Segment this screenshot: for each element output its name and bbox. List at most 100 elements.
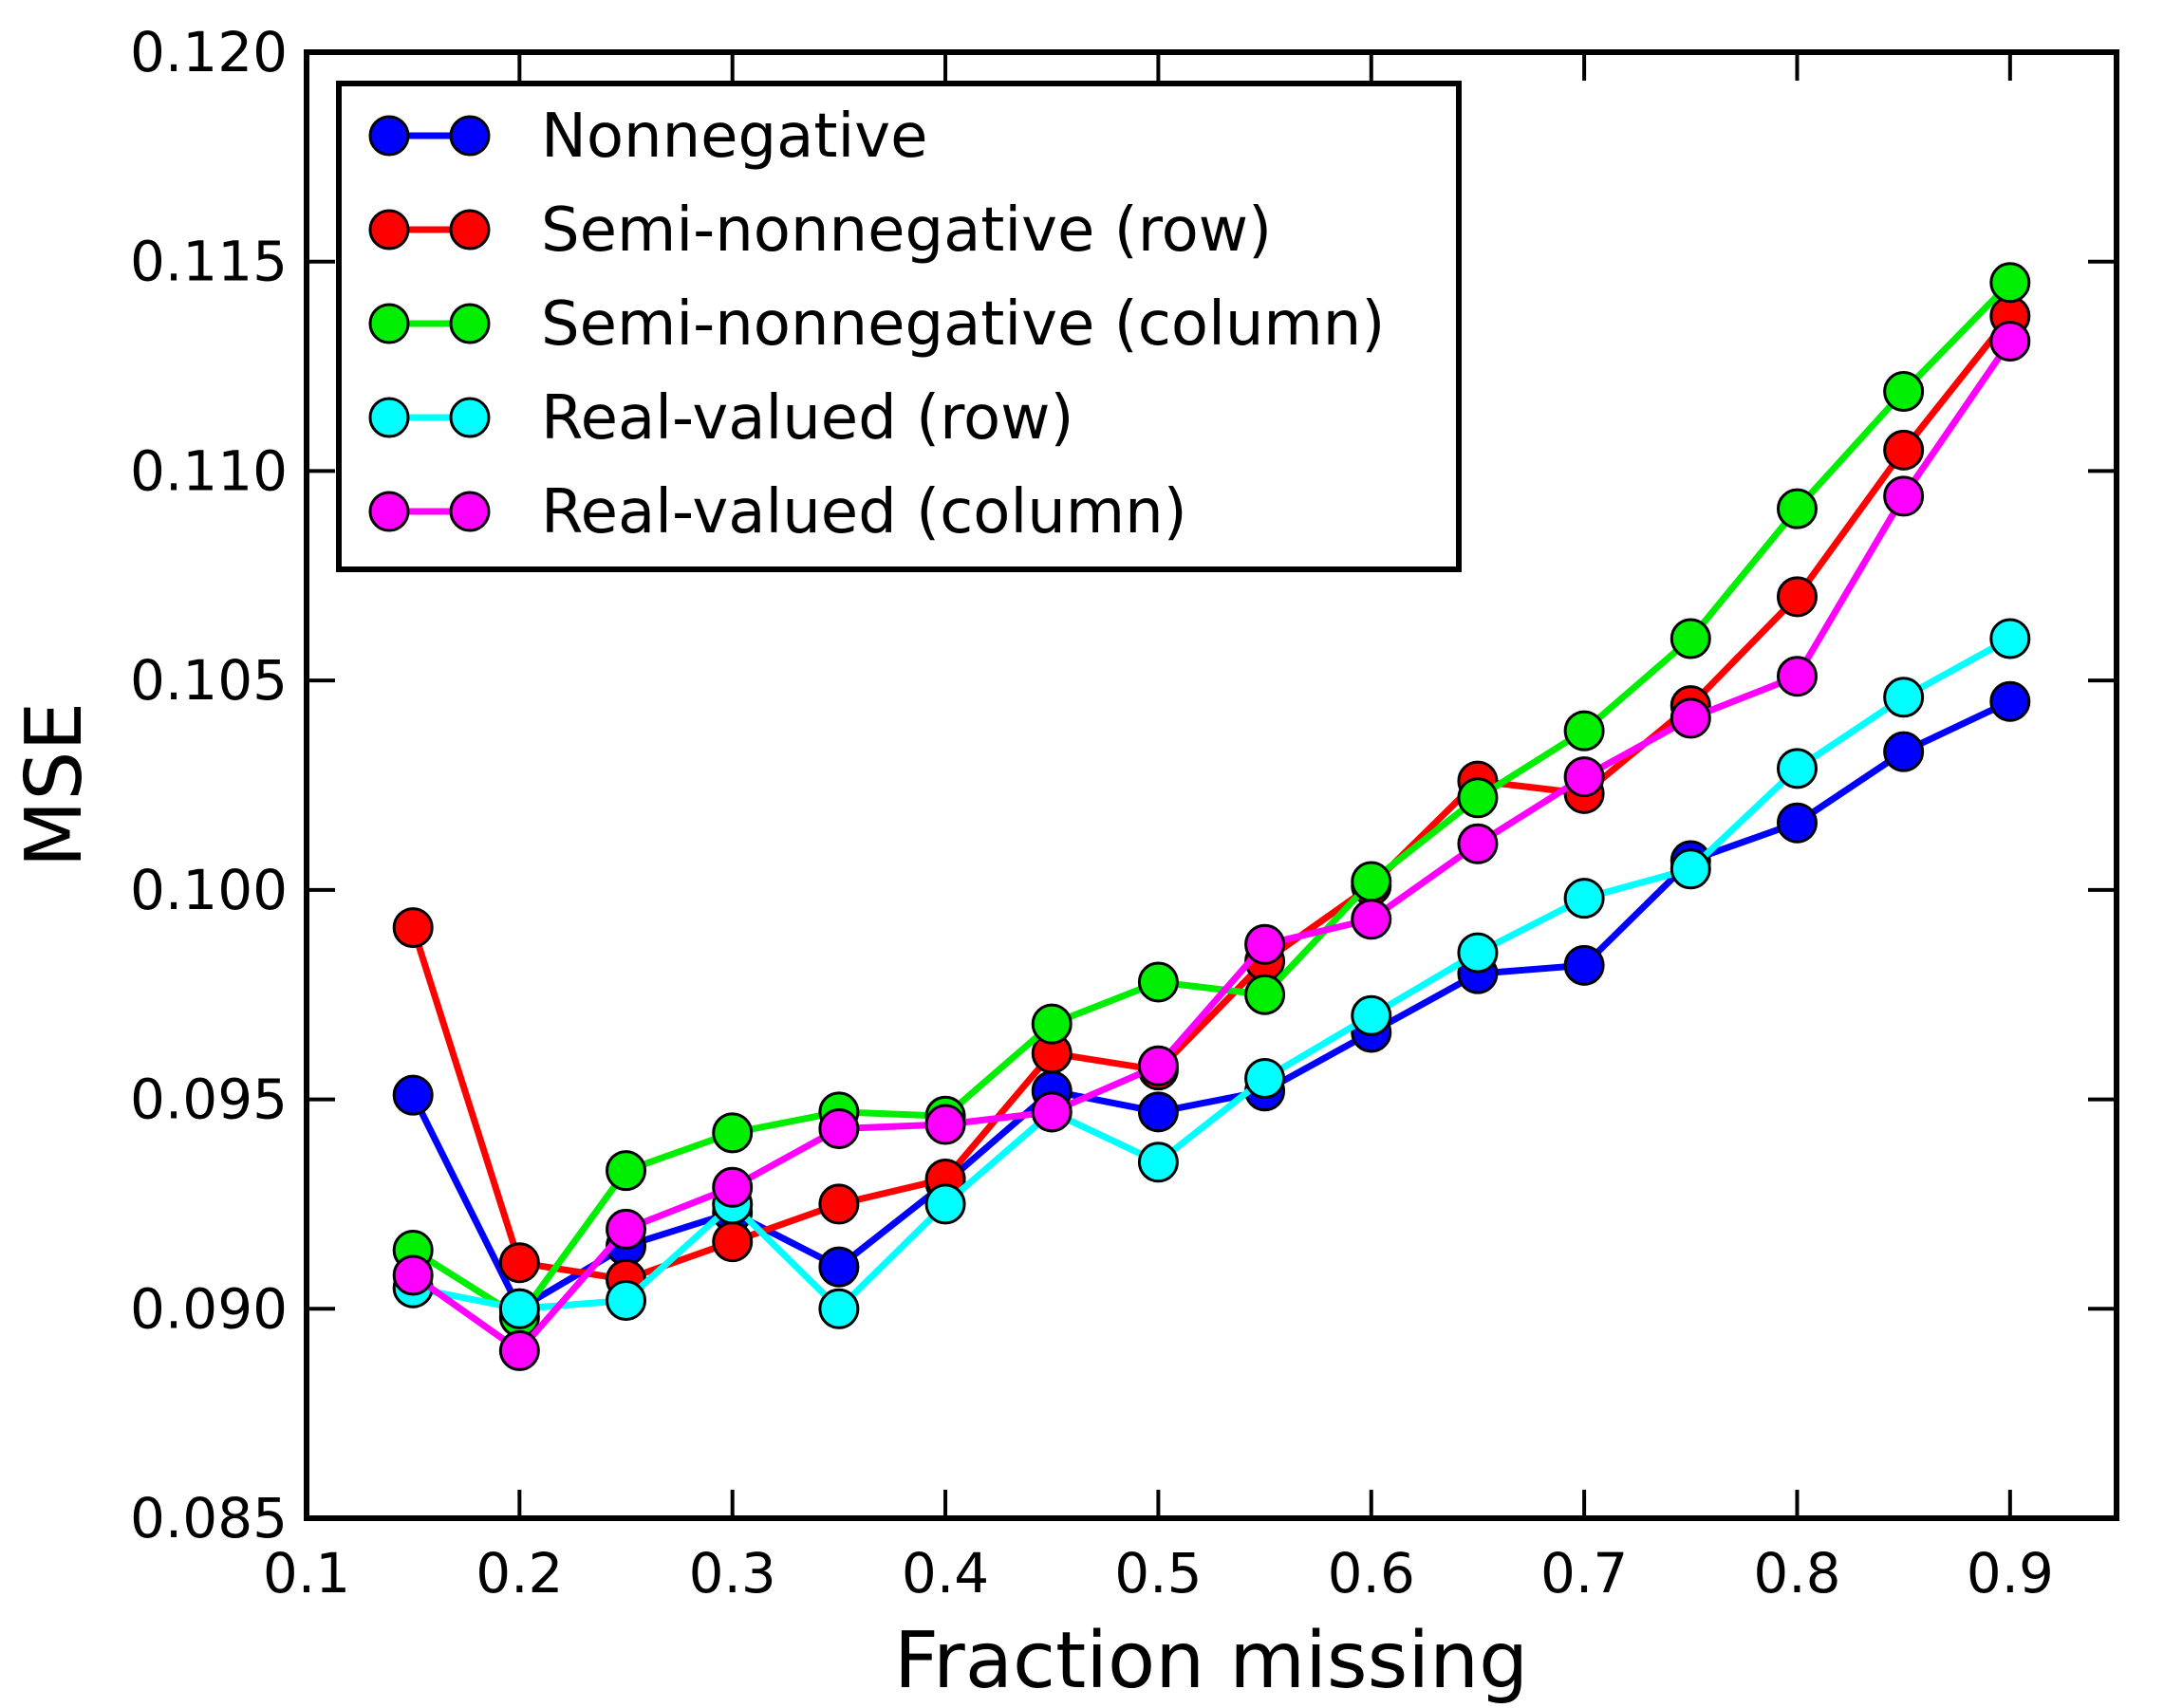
series-line (411, 280, 2013, 1321)
x-tick-label: 0.8 (1753, 1541, 1840, 1606)
data-point (1776, 656, 1818, 697)
data-point (1670, 848, 1711, 890)
legend-label: Nonnegative (541, 102, 928, 172)
x-tick-label: 0.4 (902, 1541, 989, 1606)
data-point (1563, 756, 1605, 798)
y-tick-label: 0.095 (130, 1068, 288, 1132)
data-point (1563, 710, 1605, 752)
legend-label: Semi-nonnegative (column) (541, 289, 1385, 360)
data-point (818, 1183, 860, 1225)
data-point (1989, 262, 2031, 304)
y-tick-label: 0.085 (130, 1486, 288, 1550)
y-tick-label: 0.090 (130, 1276, 288, 1341)
legend-swatch-marker (368, 397, 410, 438)
y-axis-title: MSE (9, 702, 100, 868)
y-tick-label: 0.120 (130, 20, 288, 84)
legend-label: Real-valued (column) (541, 477, 1187, 548)
series-2 (392, 262, 2031, 1338)
data-point (712, 1166, 754, 1208)
data-point (1563, 944, 1605, 986)
data-point (1670, 618, 1711, 659)
data-point (606, 1150, 647, 1192)
data-point (924, 1104, 966, 1145)
data-point (1457, 823, 1499, 864)
data-point (1670, 697, 1711, 739)
data-point (1137, 961, 1179, 1003)
data-point (818, 1107, 860, 1149)
legend-swatch-marker (368, 115, 410, 157)
data-point (1883, 475, 1925, 517)
legend-swatch-marker (449, 491, 491, 532)
x-tick-label: 0.9 (1967, 1541, 2054, 1606)
legend-swatch-marker (368, 209, 410, 251)
data-point (1883, 677, 1925, 718)
legend-swatch-marker (449, 303, 491, 344)
data-point (1137, 1045, 1179, 1086)
data-point (498, 1242, 540, 1284)
data-point (1351, 994, 1392, 1036)
legend-entry: Semi-nonnegative (row) (368, 195, 1272, 266)
data-point (606, 1279, 647, 1321)
data-point (1351, 861, 1392, 902)
legend-entry: Real-valued (column) (368, 477, 1187, 548)
series-line (412, 635, 2012, 1312)
series-3 (392, 618, 2031, 1329)
series-line (409, 313, 2013, 1283)
data-point (818, 1288, 860, 1329)
y-tick-label: 0.105 (130, 648, 288, 713)
data-point (924, 1183, 966, 1225)
data-point (392, 1074, 434, 1116)
y-tick-label: 0.115 (130, 230, 288, 294)
y-tick-label: 0.110 (130, 438, 288, 503)
data-point (498, 1329, 540, 1371)
data-point (498, 1288, 540, 1329)
data-point (1457, 777, 1499, 819)
series-line (410, 698, 2012, 1312)
data-point (1989, 618, 2031, 659)
data-point (712, 1221, 754, 1263)
legend-entry: Nonnegative (368, 102, 928, 172)
legend-label: Real-valued (row) (541, 383, 1073, 454)
data-point (392, 1254, 434, 1296)
data-point (818, 1246, 860, 1288)
legend-swatch-marker (368, 491, 410, 532)
legend: Nonnegative Semi-nonnegative (row) Semi-no… (336, 81, 1462, 572)
data-point (1563, 878, 1605, 919)
data-point (1244, 1058, 1286, 1099)
legend-box (336, 81, 1462, 572)
series-layer (392, 262, 2031, 1371)
data-point (1137, 1091, 1179, 1133)
data-point (1883, 371, 1925, 413)
data-point (1244, 974, 1286, 1015)
data-point (1776, 802, 1818, 844)
data-point (1776, 488, 1818, 529)
series-line (411, 339, 2013, 1354)
data-point (1457, 932, 1499, 974)
x-tick-label: 0.1 (263, 1541, 350, 1606)
x-tick-label: 0.3 (689, 1541, 776, 1606)
tick-labels: 0.1 0.2 0.3 0.4 0.5 0.6 0.7 0.8 0.9 0.085 0.090 0.0… (130, 20, 2054, 1606)
x-axis-title: Fraction missing (894, 1616, 1528, 1706)
legend-swatch-marker (449, 397, 491, 438)
x-tick-label: 0.6 (1328, 1541, 1415, 1606)
series-4 (392, 321, 2031, 1371)
data-point (1351, 899, 1392, 940)
y-tick-label: 0.100 (130, 858, 288, 922)
legend-swatch-marker (368, 303, 410, 344)
data-point (1031, 1003, 1073, 1045)
data-point (1031, 1091, 1073, 1133)
data-point (1989, 680, 2031, 722)
data-point (1137, 1142, 1179, 1183)
data-point (1989, 321, 2031, 362)
data-point (1883, 429, 1925, 471)
plot-frame (304, 49, 2119, 1521)
data-point (606, 1208, 647, 1250)
x-tick-label: 0.7 (1540, 1541, 1628, 1606)
legend-entry: Semi-nonnegative (column) (368, 289, 1385, 360)
x-tick-label: 0.2 (476, 1541, 563, 1606)
legend-swatch-marker (449, 115, 491, 157)
legend-entry: Real-valued (row) (368, 383, 1073, 454)
legend-swatch-marker (449, 209, 491, 251)
data-point (1776, 748, 1818, 789)
legend-label: Semi-nonnegative (row) (541, 195, 1272, 266)
